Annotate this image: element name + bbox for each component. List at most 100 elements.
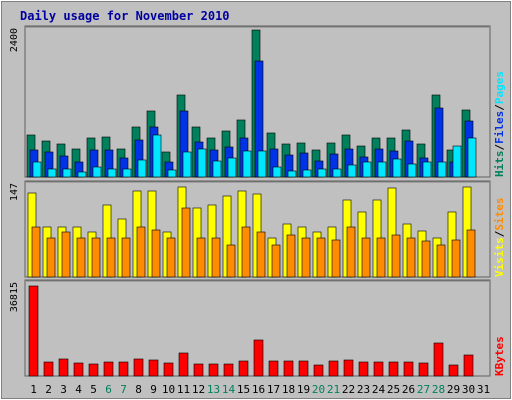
bar-sites-day-26: [406, 237, 416, 278]
legend-entry: Pages: [493, 71, 506, 104]
x-tick-label-3: 3: [60, 383, 67, 396]
bar-pages-day-29: [452, 145, 462, 178]
x-tick-label-17: 17: [267, 383, 280, 396]
x-tick-label-28: 28: [432, 383, 445, 396]
bar-kbytes-day-28: [433, 342, 444, 377]
x-tick-label-19: 19: [297, 383, 310, 396]
bar-kbytes-day-25: [388, 361, 399, 377]
bar-sites-day-8: [136, 226, 146, 278]
bar-pages-day-23: [362, 161, 372, 178]
bar-kbytes-day-21: [328, 360, 339, 377]
bar-pages-day-4: [77, 171, 87, 178]
x-tick-label-12: 12: [192, 383, 205, 396]
x-tick-label-7: 7: [120, 383, 127, 396]
x-tick-label-11: 11: [177, 383, 190, 396]
bar-pages-day-1: [32, 161, 42, 178]
bar-kbytes-day-29: [448, 364, 459, 377]
x-tick-label-4: 4: [75, 383, 82, 396]
bar-kbytes-day-10: [163, 362, 174, 377]
bar-pages-day-3: [62, 168, 72, 178]
bar-sites-day-14: [226, 244, 236, 278]
x-tick-label-22: 22: [342, 383, 355, 396]
bar-pages-day-19: [302, 169, 312, 178]
bar-pages-day-12: [197, 148, 207, 178]
bar-kbytes-day-14: [223, 363, 234, 377]
x-tick-label-18: 18: [282, 383, 295, 396]
bar-pages-day-11: [182, 151, 192, 178]
bar-sites-day-21: [331, 239, 341, 278]
bar-pages-day-8: [137, 159, 147, 178]
x-tick-label-5: 5: [90, 383, 97, 396]
legend-entry: /: [493, 104, 506, 111]
panel-legend: Hits/Files/Pages: [493, 71, 506, 177]
bar-pages-day-28: [437, 161, 447, 178]
y-max-label: 2400: [9, 28, 20, 52]
bar-pages-day-21: [332, 168, 342, 178]
bar-kbytes-day-13: [208, 363, 219, 377]
x-tick-label-10: 10: [162, 383, 175, 396]
x-tick-label-25: 25: [387, 383, 400, 396]
bar-sites-day-9: [151, 229, 161, 278]
bar-pages-day-24: [377, 161, 387, 178]
bar-pages-day-2: [47, 168, 57, 178]
x-tick-label-14: 14: [222, 383, 236, 396]
chart-title: Daily usage for November 2010: [20, 9, 230, 23]
bar-pages-day-6: [107, 168, 117, 178]
bar-kbytes-day-17: [268, 360, 279, 377]
panel-visits-sites: 147 Visits/Sites: [9, 180, 506, 278]
x-tick-label-9: 9: [150, 383, 157, 396]
bar-pages-day-17: [272, 166, 282, 178]
bar-sites-day-7: [121, 237, 131, 278]
bar-pages-day-18: [287, 170, 297, 178]
x-tick-label-2: 2: [45, 383, 52, 396]
bar-sites-day-11: [181, 207, 191, 278]
bar-kbytes-day-18: [283, 360, 294, 377]
bar-kbytes-day-30: [463, 354, 474, 377]
bar-pages-day-10: [167, 169, 177, 178]
bar-sites-day-17: [271, 244, 281, 278]
bar-sites-day-4: [76, 237, 86, 278]
x-tick-label-21: 21: [327, 383, 340, 396]
bar-kbytes-day-15: [238, 360, 249, 377]
bar-sites-day-19: [301, 237, 311, 278]
bar-sites-day-6: [106, 237, 116, 278]
bar-kbytes-day-26: [403, 361, 414, 377]
x-tick-label-13: 13: [207, 383, 220, 396]
bar-kbytes-day-20: [313, 364, 324, 377]
bar-kbytes-day-8: [133, 358, 144, 377]
bar-pages-day-16: [257, 150, 267, 178]
bar-kbytes-day-1: [28, 285, 39, 377]
bar-kbytes-day-2: [43, 361, 54, 377]
x-tick-label-8: 8: [135, 383, 142, 396]
x-tick-label-23: 23: [357, 383, 370, 396]
x-tick-label-29: 29: [447, 383, 460, 396]
bar-kbytes-day-3: [58, 358, 69, 377]
legend-entry: Hits: [493, 151, 506, 178]
bar-kbytes-day-7: [118, 361, 129, 377]
legend-entry: /: [493, 230, 506, 237]
bar-pages-day-13: [212, 160, 222, 178]
bar-sites-day-1: [31, 226, 41, 278]
bar-sites-day-24: [376, 237, 386, 278]
x-tick-label-20: 20: [312, 383, 325, 396]
bar-kbytes-day-4: [73, 362, 84, 377]
bar-sites-day-23: [361, 237, 371, 278]
x-tick-label-16: 16: [252, 383, 265, 396]
bar-sites-day-22: [346, 226, 356, 278]
bar-sites-day-28: [436, 244, 446, 278]
y-max-label: 36815: [9, 282, 20, 312]
panel-legend: Visits/Sites: [493, 198, 506, 278]
chart-panels: 2400Hits/Files/Pages147Visits/Sites36815…: [9, 25, 506, 377]
bar-sites-day-20: [316, 237, 326, 278]
bar-kbytes-day-27: [418, 362, 429, 377]
x-tick-label-24: 24: [372, 383, 386, 396]
bar-sites-day-13: [211, 237, 221, 278]
bar-kbytes-day-11: [178, 352, 189, 377]
x-axis-labels: 1 2 3 4 5 6 7 8 9 10 11 12 13 14 15 16 17 18 19 20 21 22 23 24 2…: [30, 383, 490, 396]
legend-entry: Files: [493, 111, 506, 144]
legend-entry: /: [493, 144, 506, 151]
